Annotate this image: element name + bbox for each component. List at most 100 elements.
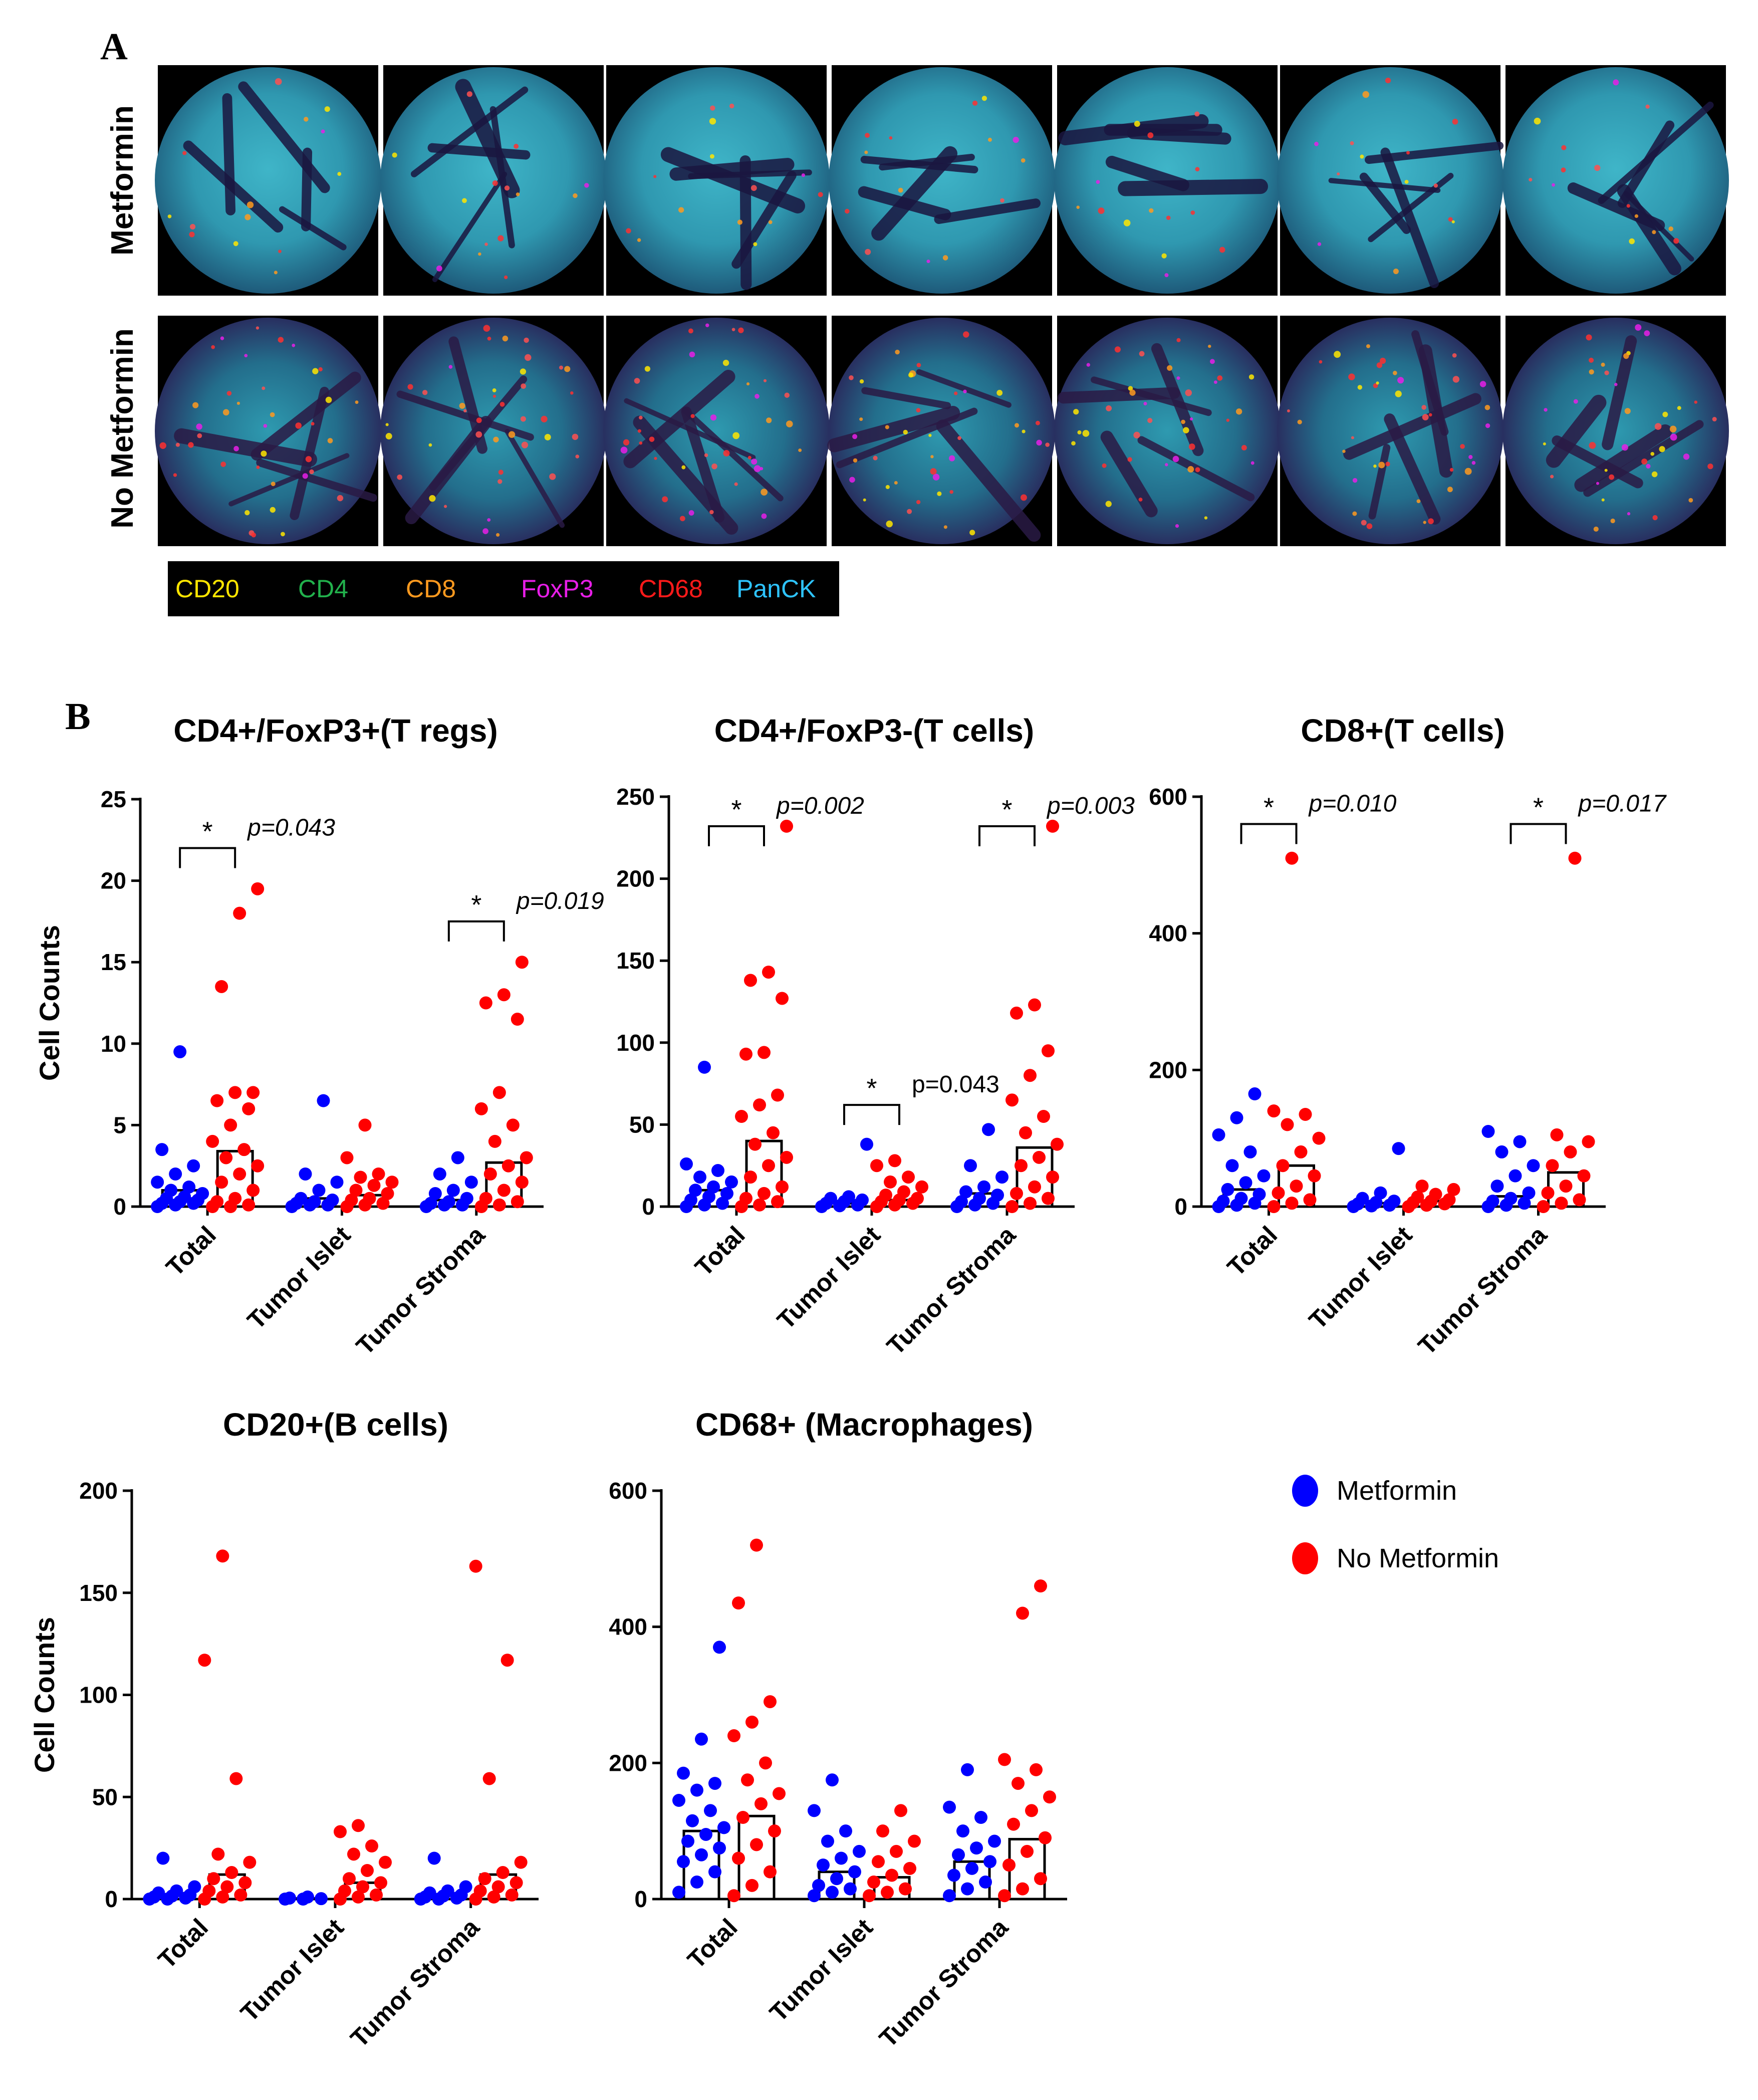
- data-point-no-metformin: [758, 1046, 771, 1059]
- tissue-core-r2-c3: [603, 316, 830, 546]
- stained-cell: [763, 379, 767, 382]
- stained-cell: [949, 455, 955, 461]
- stroma-streak: [1380, 147, 1439, 288]
- significance-star: *: [471, 890, 481, 920]
- data-point-metformin: [856, 1193, 869, 1207]
- data-point-no-metformin: [210, 1094, 224, 1107]
- tissue-core: [829, 67, 1055, 294]
- data-point-metformin: [955, 1195, 968, 1209]
- stained-cell: [786, 420, 793, 427]
- stained-cell: [1045, 442, 1050, 447]
- data-point-no-metformin: [776, 1180, 789, 1194]
- tissue-core-r1-c6: [1277, 65, 1504, 296]
- data-point-no-metformin: [1285, 851, 1299, 865]
- stained-cell: [908, 372, 914, 378]
- stained-cell: [1654, 423, 1662, 430]
- data-point-no-metformin: [1285, 1197, 1299, 1210]
- x-tick-label: Total: [682, 1913, 742, 1974]
- stroma-streak: [1617, 184, 1681, 276]
- stained-cell: [1351, 436, 1354, 439]
- data-point-no-metformin: [762, 1159, 775, 1173]
- stained-cell: [502, 335, 509, 342]
- stained-cell: [1166, 215, 1171, 220]
- y-tick-label: 5: [113, 1112, 126, 1138]
- stained-cell: [1449, 468, 1454, 472]
- significance-bracket: [843, 1104, 900, 1125]
- data-point-metformin: [708, 1777, 721, 1790]
- data-point-no-metformin: [1007, 1817, 1020, 1831]
- legend-swatch-no-metformin: [1292, 1542, 1318, 1574]
- stained-cell: [972, 100, 978, 106]
- data-point-no-metformin: [229, 1772, 243, 1785]
- data-point-metformin: [1527, 1159, 1540, 1173]
- p-value: p=0.010: [1308, 791, 1397, 817]
- data-point-no-metformin: [356, 1880, 369, 1894]
- stained-cell: [1352, 478, 1358, 483]
- data-point-no-metformin: [727, 1729, 740, 1742]
- stained-cell: [1213, 380, 1217, 384]
- data-point-metformin: [979, 1876, 992, 1889]
- stained-cell: [1621, 444, 1628, 451]
- y-tick-label: 50: [629, 1111, 655, 1137]
- data-point-no-metformin: [479, 996, 492, 1010]
- data-point-metformin: [152, 1886, 165, 1900]
- stained-cell: [246, 201, 254, 208]
- stained-cell: [928, 433, 932, 437]
- data-point-metformin: [446, 1184, 460, 1197]
- data-point-no-metformin: [511, 1195, 524, 1209]
- data-point-metformin: [824, 1192, 837, 1205]
- data-point-no-metformin: [1308, 1169, 1321, 1183]
- stained-cell: [1468, 454, 1473, 459]
- stained-cell: [304, 117, 309, 122]
- y-tick-label: 0: [113, 1194, 126, 1220]
- stained-cell: [497, 235, 504, 242]
- stained-cell: [211, 345, 215, 349]
- data-point-no-metformin: [243, 1855, 257, 1869]
- data-point-no-metformin: [894, 1804, 907, 1817]
- data-point-no-metformin: [251, 882, 265, 895]
- data-point-metformin: [988, 1834, 1001, 1848]
- data-point-metformin: [808, 1889, 821, 1903]
- data-point-metformin: [451, 1151, 464, 1164]
- row-label-no-metformin: No Metformin: [105, 328, 140, 529]
- stained-cell: [1635, 324, 1642, 331]
- data-point-no-metformin: [780, 819, 793, 833]
- stained-cell: [521, 383, 527, 389]
- tissue-core-r2-c5: [1054, 316, 1281, 546]
- stained-cell: [916, 363, 921, 368]
- data-point-no-metformin: [515, 1176, 529, 1189]
- data-point-no-metformin: [1555, 1197, 1568, 1210]
- data-point-no-metformin: [334, 1825, 347, 1838]
- data-point-no-metformin: [755, 1797, 768, 1810]
- stained-cell: [549, 473, 556, 480]
- data-point-metformin: [982, 1123, 995, 1136]
- stained-cell: [1421, 405, 1427, 410]
- data-point-metformin: [1374, 1186, 1387, 1200]
- stained-cell: [1479, 381, 1486, 387]
- significance-star: *: [1533, 793, 1544, 823]
- stained-cell: [262, 386, 266, 390]
- data-point-metformin: [1243, 1145, 1257, 1158]
- stained-cell: [949, 490, 953, 494]
- stained-cell: [766, 417, 772, 423]
- y-tick-label: 0: [105, 1886, 118, 1912]
- data-point-metformin: [974, 1811, 987, 1824]
- stained-cell: [916, 500, 921, 505]
- data-point-no-metformin: [483, 1167, 497, 1181]
- y-axis-label: Cell Counts: [34, 925, 65, 1081]
- stroma-streak: [871, 146, 958, 241]
- stained-cell: [889, 136, 893, 140]
- stained-cell: [1373, 383, 1378, 388]
- stained-cell: [392, 152, 397, 158]
- data-point-metformin: [695, 1732, 708, 1746]
- data-point-no-metformin: [506, 1118, 520, 1132]
- data-point-metformin: [301, 1890, 314, 1904]
- x-tick-label: Tumor Islet: [772, 1221, 886, 1335]
- stained-cell: [710, 414, 717, 421]
- p-value: p=0.019: [516, 888, 604, 914]
- stained-cell: [281, 532, 285, 537]
- stained-cell: [1360, 154, 1364, 159]
- x-tick-label: Total: [689, 1221, 750, 1281]
- data-point-metformin: [1504, 1192, 1518, 1205]
- data-point-metformin: [170, 1884, 183, 1898]
